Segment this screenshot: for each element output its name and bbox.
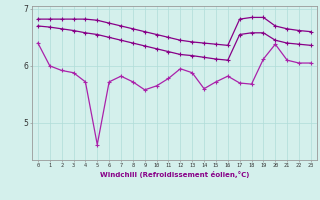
X-axis label: Windchill (Refroidissement éolien,°C): Windchill (Refroidissement éolien,°C) (100, 171, 249, 178)
